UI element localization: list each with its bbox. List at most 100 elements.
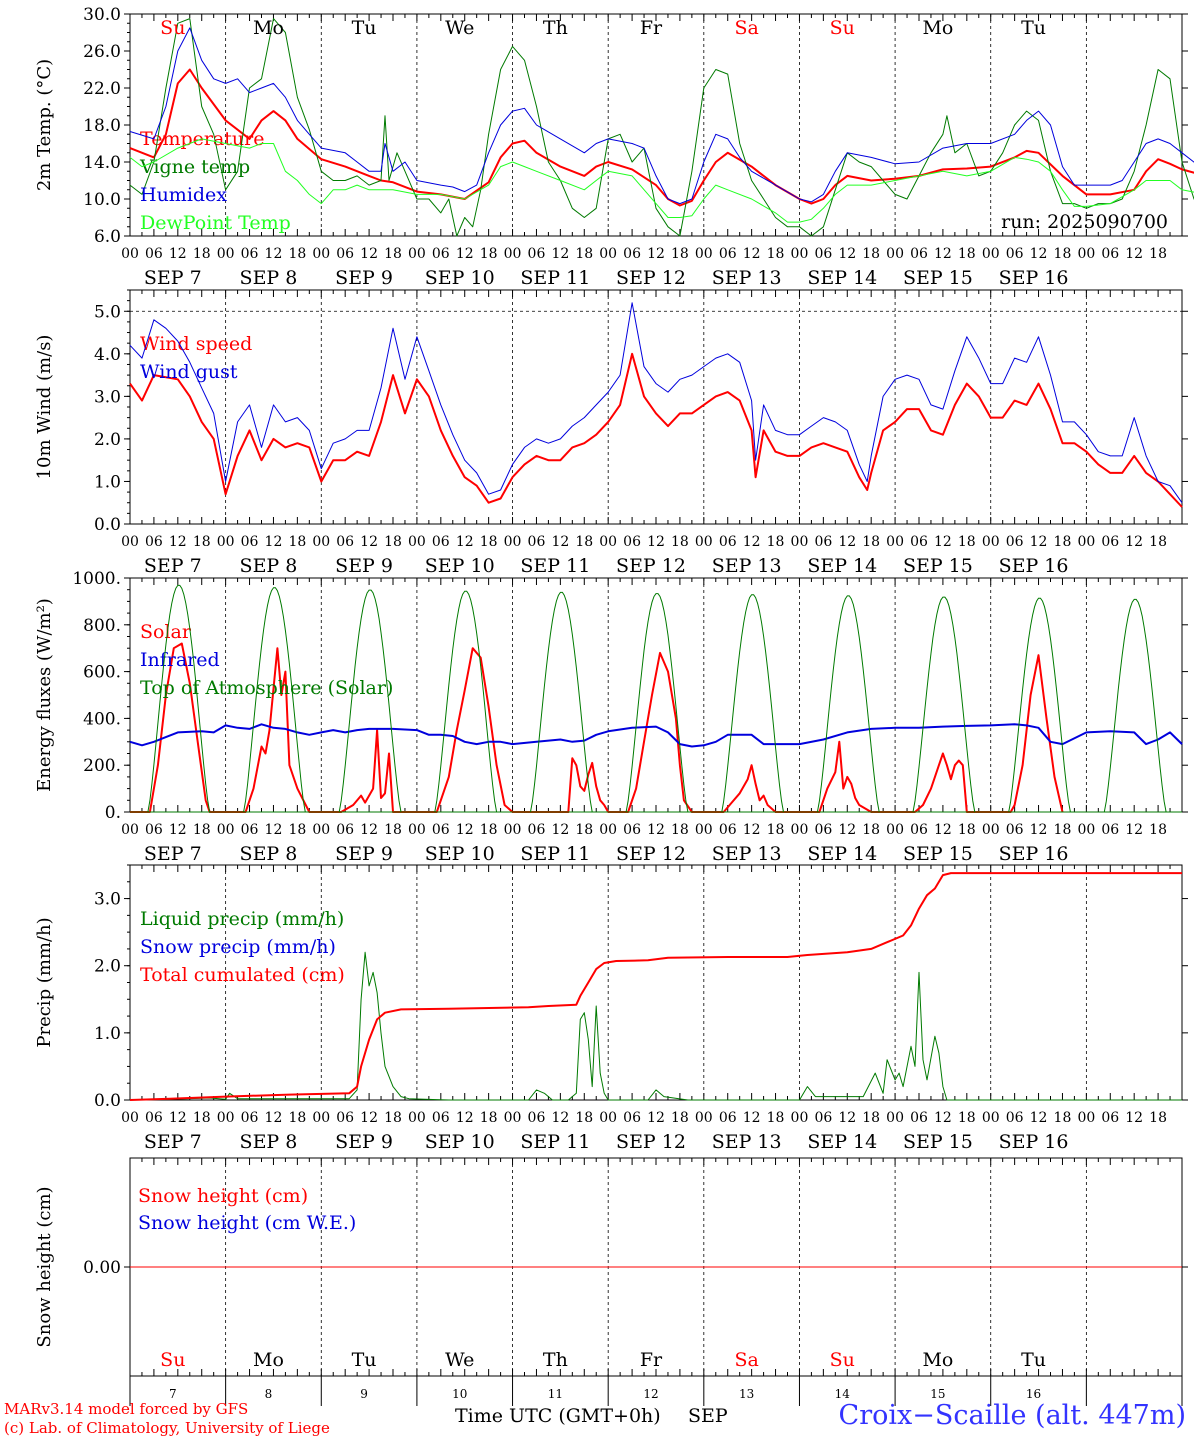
hour-tick-label: 06 [814, 534, 832, 550]
run-annotation: run: 2025090700 [1001, 211, 1168, 233]
weekday-label: Sa [734, 17, 758, 39]
hour-tick-label: 00 [886, 534, 904, 550]
hour-tick-label: 06 [910, 534, 928, 550]
hour-tick-label: 18 [288, 1110, 306, 1126]
hour-tick-label: 12 [551, 246, 569, 262]
hour-tick-label: 06 [910, 1110, 928, 1126]
hour-tick-label: 00 [217, 1110, 235, 1126]
hour-tick-label: 18 [193, 246, 211, 262]
hour-tick-label: 06 [432, 822, 450, 838]
hour-tick-label: 18 [958, 534, 976, 550]
hour-tick-label: 12 [265, 534, 283, 550]
hour-tick-label: 06 [1006, 822, 1024, 838]
date-label: SEP 11 [520, 555, 590, 577]
hour-tick-label: 18 [862, 1110, 880, 1126]
date-label: SEP 10 [425, 555, 495, 577]
day-number-label: 12 [643, 1387, 658, 1401]
y-tick-label: 26.0 [83, 42, 121, 62]
hour-tick-label: 18 [767, 822, 785, 838]
date-label: SEP 8 [240, 555, 298, 577]
weekday-label: Su [160, 17, 185, 39]
series-line-toa [528, 591, 593, 813]
date-label: SEP 16 [999, 555, 1069, 577]
hour-tick-label: 00 [1077, 534, 1095, 550]
hour-tick-label: 18 [1149, 1110, 1167, 1126]
hour-tick-label: 06 [528, 1110, 546, 1126]
date-label: SEP 15 [903, 555, 973, 577]
date-label: SEP 13 [712, 555, 782, 577]
weekday-label: Fr [640, 17, 663, 39]
hour-tick-label: 00 [504, 246, 522, 262]
y-tick-label: 800. [83, 616, 121, 636]
hour-tick-label: 12 [551, 822, 569, 838]
day-number-label: 16 [1026, 1387, 1041, 1401]
y-tick-label: 0.0 [94, 1091, 121, 1111]
y-tick-label: 1.0 [94, 472, 121, 492]
hour-tick-label: 18 [958, 822, 976, 838]
y-tick-label: 22.0 [83, 79, 121, 99]
hour-tick-label: 06 [145, 1110, 163, 1126]
y-axis-label: Energy fluxes (W/m²) [34, 598, 55, 792]
hour-tick-label: 18 [480, 246, 498, 262]
series-line-toa [1006, 597, 1071, 813]
plot-frame [129, 289, 1183, 525]
date-label: SEP 14 [807, 1131, 877, 1153]
day-number-label: 15 [930, 1387, 945, 1401]
hour-tick-label: 12 [1030, 246, 1048, 262]
hour-tick-label: 06 [719, 1110, 737, 1126]
hour-tick-label: 00 [886, 1110, 904, 1126]
hour-tick-label: 12 [1030, 822, 1048, 838]
panel-snow: 0.00 Snow height (cm) Snow height (cm) Snow… [34, 1157, 1188, 1377]
weekday-label: Th [543, 1349, 568, 1371]
series-line-toa [337, 589, 402, 813]
panel-precip: 0.0 1.0 2.0 3.0 Precip (mm/h) Liquid precip (… [34, 864, 1188, 1153]
y-axis-label: 2m Temp. (°C) [34, 59, 55, 191]
hour-tick-label: 12 [169, 1110, 187, 1126]
hour-tick-label: 00 [982, 822, 1000, 838]
weekday-label: Su [830, 1349, 855, 1371]
weekday-label: Mo [253, 17, 284, 39]
hour-tick-label: 12 [647, 1110, 665, 1126]
series-line-toa [911, 596, 976, 813]
hour-tick-label: 06 [1006, 534, 1024, 550]
series-line [129, 18, 1194, 237]
hour-tick-label: 18 [1054, 534, 1072, 550]
legend-label: DewPoint Temp [140, 212, 291, 234]
series-line [129, 302, 1183, 503]
date-label: SEP 16 [999, 267, 1069, 289]
series-line-toa [1102, 598, 1167, 813]
date-label: SEP 7 [144, 1131, 202, 1153]
hour-tick-label: 06 [241, 822, 259, 838]
y-tick-label: 200. [83, 756, 121, 776]
hour-tick-label: 06 [336, 1110, 354, 1126]
legend-label: Humidex [140, 184, 227, 206]
hour-tick-label: 06 [623, 246, 641, 262]
hour-tick-label: 12 [360, 534, 378, 550]
hour-tick-label: 06 [719, 534, 737, 550]
hour-tick-label: 12 [265, 246, 283, 262]
hour-tick-label: 18 [193, 534, 211, 550]
series-line [129, 352, 1183, 508]
y-tick-label: 0.00 [83, 1258, 121, 1278]
lab-credit: (c) Lab. of Climatology, University of L… [4, 1419, 330, 1437]
weekday-label: Tu [1021, 17, 1046, 39]
date-label: SEP 7 [144, 843, 202, 865]
hour-tick-label: 06 [145, 822, 163, 838]
weekday-label: We [445, 1349, 474, 1371]
y-tick-label: 4.0 [94, 345, 121, 365]
hour-tick-label: 00 [599, 534, 617, 550]
y-tick-label: 30.0 [83, 5, 121, 25]
legend-label: Snow height (cm) [138, 1185, 308, 1207]
hour-tick-label: 06 [1101, 534, 1119, 550]
hour-tick-label: 18 [193, 822, 211, 838]
hour-tick-label: 12 [838, 246, 856, 262]
hour-tick-label: 18 [862, 822, 880, 838]
hour-tick-label: 12 [838, 534, 856, 550]
hour-tick-label: 12 [1125, 1110, 1143, 1126]
station-name: Croix−Scaille (alt. 447m) [838, 1400, 1186, 1431]
hour-tick-label: 06 [336, 246, 354, 262]
hour-tick-label: 12 [838, 1110, 856, 1126]
hour-tick-label: 12 [934, 246, 952, 262]
y-tick-label: 400. [83, 709, 121, 729]
hour-tick-label: 12 [934, 822, 952, 838]
